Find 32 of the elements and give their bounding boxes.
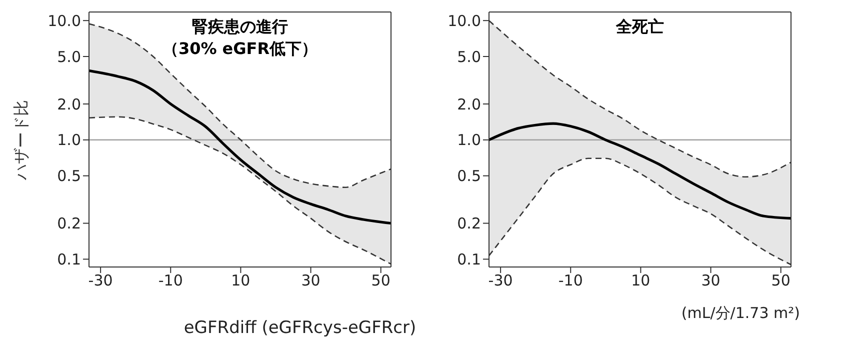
x-tick-label: 50 <box>371 272 390 290</box>
x-tick-label: -10 <box>158 272 183 290</box>
y-tick-label: 2.0 <box>57 95 81 114</box>
x-axis-title: eGFRdiff (eGFRcys-eGFRcr) <box>184 318 416 338</box>
y-tick-label: 0.2 <box>457 214 481 233</box>
y-tick-label: 10.0 <box>448 12 481 30</box>
x-tick-label: 10 <box>231 272 250 290</box>
chart-title: 全死亡 <box>614 16 665 38</box>
text: （30% eGFR低下） <box>161 38 319 60</box>
y-tick-label: 2.0 <box>457 95 481 114</box>
x-tick-label: -30 <box>488 272 513 290</box>
y-tick-label: 0.1 <box>57 250 81 269</box>
y-tick-label: 10.0 <box>48 12 81 30</box>
y-tick-label: 5.0 <box>457 48 481 66</box>
y-tick-label: 1.0 <box>57 131 81 150</box>
x-tick-label: 50 <box>771 272 790 290</box>
y-tick-label: 1.0 <box>457 131 481 150</box>
y-tick-label: 0.5 <box>457 167 481 186</box>
x-tick-label: -30 <box>88 272 113 290</box>
line-series <box>89 69 391 225</box>
x-tick-label: 10 <box>631 272 650 290</box>
y-tick-label: 5.0 <box>57 48 81 66</box>
x-tick-label: 30 <box>301 272 320 290</box>
x-axis-title: (mL/分/1.73 m²) <box>681 304 800 323</box>
y-tick-label: 0.5 <box>57 167 81 186</box>
x-tick-label: -10 <box>558 272 583 290</box>
y-axis-title: ハザード比 <box>12 100 32 180</box>
x-tick-label: 30 <box>701 272 720 290</box>
chart-title: 腎疾患の進行 <box>191 16 289 38</box>
y-tick-label: 0.1 <box>457 250 481 269</box>
line-series <box>489 122 791 220</box>
y-tick-label: 0.2 <box>57 214 81 233</box>
